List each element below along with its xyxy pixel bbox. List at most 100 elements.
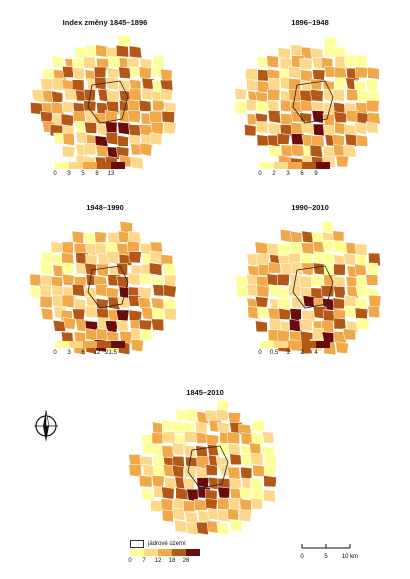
scale-tick-label: 0	[300, 554, 304, 560]
scale-tick-label: 10 km	[342, 554, 358, 560]
map-region	[249, 478, 263, 491]
map-region	[300, 121, 314, 135]
map-region	[256, 284, 270, 298]
map-region	[61, 273, 75, 286]
core-territory-label: jádrové území	[148, 541, 186, 547]
legend-tick-label: 3	[286, 171, 290, 177]
map-legend: 0 2 3 6 9	[258, 162, 330, 180]
map-region	[128, 454, 142, 467]
map-panel-1948-1990: 1948–1990 0 3 6 12 21,5	[29, 200, 180, 370]
map-region	[85, 44, 99, 58]
map-region	[183, 500, 196, 512]
map-region	[84, 121, 97, 134]
map-region	[150, 297, 165, 310]
map-region	[138, 66, 152, 79]
map-region	[249, 452, 264, 466]
map-region	[106, 89, 120, 103]
legend-tick-label: 0	[53, 350, 57, 356]
map-region	[355, 285, 369, 298]
legend-swatch	[316, 162, 330, 169]
map-region	[195, 421, 208, 434]
map-region	[342, 328, 356, 341]
map-region	[309, 78, 323, 91]
north-arrow-icon	[30, 406, 62, 451]
map-region	[106, 146, 120, 160]
map-region	[128, 309, 143, 322]
map-region	[194, 499, 207, 511]
legend-swatch	[111, 162, 125, 169]
map-region	[62, 145, 76, 158]
map-region	[310, 274, 325, 288]
map-region	[151, 318, 165, 332]
map-region	[300, 99, 313, 112]
map-region	[61, 262, 74, 275]
legend-swatch	[274, 162, 288, 169]
map-region	[235, 285, 250, 298]
legend-swatch	[260, 162, 274, 169]
map-region	[278, 307, 292, 320]
legend-swatch	[83, 162, 97, 169]
map-region	[163, 284, 177, 298]
map-region	[138, 99, 152, 112]
map-region	[256, 253, 270, 266]
map-region	[255, 121, 269, 134]
map-region	[333, 286, 346, 299]
core-territory-legend: jádrové území	[130, 540, 186, 548]
map-region	[31, 89, 45, 103]
map-region	[51, 55, 65, 68]
map-title: Index změny 1845–1896	[62, 18, 148, 27]
map-region	[261, 431, 275, 444]
scale-tick-label: 5	[324, 554, 328, 560]
map-region	[195, 521, 209, 536]
map-region	[367, 66, 380, 80]
legend-swatch	[111, 341, 125, 348]
map-region	[128, 464, 142, 478]
map-region	[83, 56, 97, 69]
map-region	[151, 307, 165, 320]
map-region	[321, 221, 334, 233]
choropleth-map	[234, 221, 382, 356]
map-region	[40, 251, 54, 264]
map-region	[84, 142, 97, 156]
map-region	[238, 509, 253, 523]
map-region	[354, 121, 368, 135]
legend-tick-label: 2	[300, 350, 304, 356]
map-region	[127, 272, 141, 286]
legend-tick-label: 13	[107, 171, 115, 177]
map-region	[226, 508, 239, 521]
map-region	[368, 252, 381, 267]
legend-swatch	[158, 549, 172, 556]
map-title: 1896–1948	[291, 18, 329, 27]
map-region	[333, 263, 346, 276]
map-region	[117, 296, 130, 309]
map-region	[320, 285, 335, 297]
map-region	[83, 89, 96, 102]
map-region	[263, 489, 276, 503]
map-region	[354, 263, 367, 276]
map-region	[355, 134, 368, 147]
map-region	[365, 121, 379, 134]
map-region	[139, 273, 152, 285]
legend-tick-label: 8	[95, 171, 99, 177]
legend-swatch	[288, 162, 302, 169]
map-region	[172, 508, 186, 521]
legend-swatch	[144, 549, 158, 556]
map-panel-1845-1896: Index změny 1845–1896 0 3 5 8 13	[30, 15, 180, 185]
map-region	[119, 330, 133, 345]
map-region	[151, 432, 164, 445]
legend-swatch	[302, 341, 316, 348]
map-region	[366, 100, 380, 113]
legend-swatch	[260, 341, 274, 348]
map-region	[75, 131, 88, 144]
map-region	[129, 79, 142, 92]
map-region	[104, 121, 118, 134]
scale-bar: 0 5 10 km	[300, 540, 370, 567]
core-territory-outline	[292, 80, 334, 124]
legend-swatch	[69, 162, 83, 169]
map-region	[311, 327, 325, 341]
legend-swatch	[97, 162, 111, 169]
map-title: 1845–2010	[186, 388, 224, 397]
map-region	[246, 284, 259, 297]
map-region	[365, 79, 378, 93]
map-region	[149, 262, 163, 276]
